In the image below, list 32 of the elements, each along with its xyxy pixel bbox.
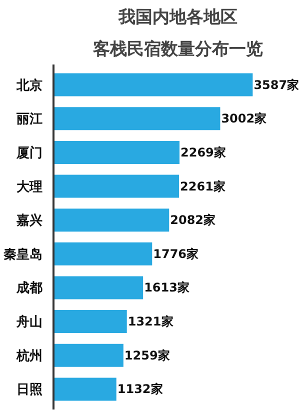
y-tick-label: 成都 <box>16 280 42 296</box>
bar <box>54 242 152 266</box>
data-label: 1259家 <box>124 348 170 362</box>
bar <box>54 73 253 96</box>
data-label: 2261家 <box>180 179 226 194</box>
y-tick-label: 北京 <box>16 77 42 92</box>
data-label: 3002家 <box>221 112 267 126</box>
y-tick-label: 秦皇岛 <box>4 246 42 262</box>
y-tick-label: 厦门 <box>16 144 42 160</box>
y-tick-label: 舟山 <box>16 314 42 330</box>
y-tick-label: 丽江 <box>16 111 42 126</box>
y-tick-label: 杭州 <box>16 348 42 363</box>
bar <box>54 276 144 300</box>
chart-subtitle: 客栈民宿数量分布一览 <box>92 40 263 60</box>
y-tick-label: 日照 <box>16 382 42 397</box>
y-tick-label: 大理 <box>16 178 42 194</box>
y-tick-label: 嘉兴 <box>16 212 42 228</box>
data-label: 1613家 <box>144 280 190 295</box>
bar <box>54 174 180 198</box>
data-label: 2269家 <box>180 145 226 160</box>
bar <box>54 140 180 164</box>
data-label: 1132家 <box>117 382 163 396</box>
chart-title: 我国内地各地区 <box>118 8 238 28</box>
bar <box>54 344 124 367</box>
data-label: 1776家 <box>153 246 199 261</box>
bar <box>54 310 127 334</box>
data-label: 1321家 <box>128 314 174 329</box>
bar <box>54 107 220 130</box>
data-label: 2082家 <box>170 213 216 228</box>
bar <box>54 208 170 232</box>
data-label: 3587家 <box>254 78 300 92</box>
bar <box>54 378 116 401</box>
